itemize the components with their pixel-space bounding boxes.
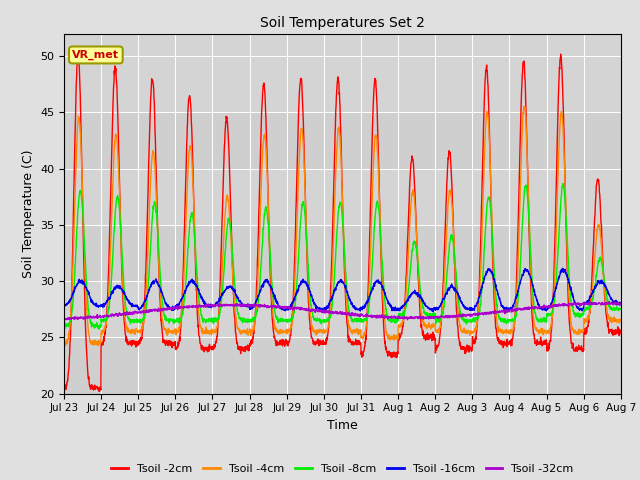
Tsoil -32cm xyxy=(584,301,591,307)
Tsoil -16cm xyxy=(559,265,566,271)
Y-axis label: Soil Temperature (C): Soil Temperature (C) xyxy=(22,149,35,278)
Bar xyxy=(64,337,621,394)
Tsoil -2cm xyxy=(584,324,591,330)
Tsoil -2cm xyxy=(96,388,104,394)
Tsoil -16cm xyxy=(60,302,68,308)
Tsoil -8cm xyxy=(216,313,223,319)
Line: Tsoil -32cm: Tsoil -32cm xyxy=(64,301,621,320)
Tsoil -2cm xyxy=(60,382,68,388)
Tsoil -8cm xyxy=(584,306,591,312)
Bar xyxy=(64,225,621,281)
Text: VR_met: VR_met xyxy=(72,50,119,60)
Tsoil -32cm xyxy=(504,309,512,314)
Tsoil -32cm xyxy=(617,301,625,307)
Tsoil -4cm xyxy=(584,316,591,322)
Tsoil -4cm xyxy=(617,316,625,322)
Tsoil -32cm xyxy=(605,299,613,304)
Bar xyxy=(64,112,621,168)
Tsoil -8cm xyxy=(617,307,625,312)
Tsoil -16cm xyxy=(358,305,366,311)
Tsoil -16cm xyxy=(584,299,591,305)
Tsoil -8cm xyxy=(60,324,68,329)
Tsoil -4cm xyxy=(520,104,528,109)
Tsoil -2cm xyxy=(617,331,625,336)
Tsoil -8cm xyxy=(559,180,567,186)
Tsoil -32cm xyxy=(60,316,68,322)
Tsoil -32cm xyxy=(359,312,367,318)
Tsoil -4cm xyxy=(94,343,102,348)
Tsoil -4cm xyxy=(216,309,223,314)
Tsoil -2cm xyxy=(557,51,564,57)
Tsoil -2cm xyxy=(504,341,512,347)
Tsoil -16cm xyxy=(617,301,625,307)
Tsoil -32cm xyxy=(60,317,68,323)
Tsoil -16cm xyxy=(216,295,223,301)
Tsoil -8cm xyxy=(371,219,379,225)
Line: Tsoil -16cm: Tsoil -16cm xyxy=(64,268,621,312)
Tsoil -8cm xyxy=(359,317,367,323)
Tsoil -4cm xyxy=(371,137,379,143)
Legend: Tsoil -2cm, Tsoil -4cm, Tsoil -8cm, Tsoil -16cm, Tsoil -32cm: Tsoil -2cm, Tsoil -4cm, Tsoil -8cm, Tsoi… xyxy=(107,459,578,478)
Tsoil -32cm xyxy=(371,314,379,320)
Tsoil -2cm xyxy=(371,76,379,82)
Tsoil -4cm xyxy=(504,329,512,335)
Tsoil -32cm xyxy=(568,302,575,308)
Tsoil -16cm xyxy=(504,305,512,311)
X-axis label: Time: Time xyxy=(327,419,358,432)
Tsoil -4cm xyxy=(568,327,576,333)
Tsoil -16cm xyxy=(429,309,437,315)
Tsoil -2cm xyxy=(216,299,223,304)
Tsoil -4cm xyxy=(359,334,367,339)
Tsoil -8cm xyxy=(568,303,576,309)
Tsoil -2cm xyxy=(568,340,576,346)
Line: Tsoil -2cm: Tsoil -2cm xyxy=(64,54,621,391)
Tsoil -16cm xyxy=(371,283,378,289)
Tsoil -8cm xyxy=(95,326,103,332)
Tsoil -2cm xyxy=(359,351,367,357)
Tsoil -8cm xyxy=(504,320,512,325)
Title: Soil Temperatures Set 2: Soil Temperatures Set 2 xyxy=(260,16,425,30)
Tsoil -4cm xyxy=(60,339,68,345)
Tsoil -32cm xyxy=(216,302,223,308)
Tsoil -16cm xyxy=(568,290,576,296)
Line: Tsoil -8cm: Tsoil -8cm xyxy=(64,183,621,329)
Line: Tsoil -4cm: Tsoil -4cm xyxy=(64,107,621,346)
